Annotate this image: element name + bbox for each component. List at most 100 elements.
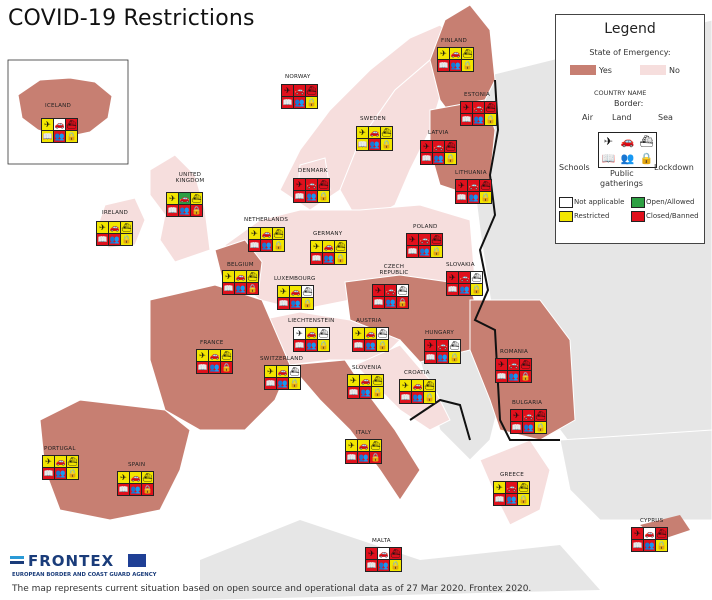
lock-icon: 🔒 bbox=[302, 298, 313, 309]
lock-icon: 🔒 bbox=[318, 191, 329, 202]
plane-icon: ✈ bbox=[357, 127, 368, 138]
lock-icon: 🔒 bbox=[449, 352, 460, 363]
status-box-bulgaria: ✈ 🚗 ⛴ 📖 👥 🔒 bbox=[510, 409, 547, 434]
school-icon: 📖 bbox=[373, 297, 384, 308]
gathering-icon: 👥 bbox=[468, 192, 479, 203]
status-box-slovakia: ✈ 🚗 ⛴ 📖 👥 🔒 bbox=[446, 271, 483, 296]
car-icon: 🚗 bbox=[306, 328, 317, 339]
status-box-latvia: ✈ 🚗 ⛴ 📖 👥 🔒 bbox=[420, 140, 457, 165]
school-icon: 📖 bbox=[43, 468, 54, 479]
ship-icon: ⛴ bbox=[480, 180, 491, 191]
status-box-austria: ✈ 🚗 ⛴ 📖 👥 🔒 bbox=[352, 327, 389, 352]
plane-icon: ✈ bbox=[632, 528, 643, 539]
gathering-icon: 👥 bbox=[644, 540, 655, 551]
status-box-finland: ✈ 🚗 ⛴ 📖 👥 🔒 bbox=[437, 47, 474, 72]
gathering-icon: 👥 bbox=[235, 283, 246, 294]
lock-icon: 🔒 bbox=[306, 97, 317, 108]
plane-icon: ✈ bbox=[43, 456, 54, 467]
school-icon: 📖 bbox=[511, 422, 522, 433]
lock-icon: 🔒 bbox=[377, 340, 388, 351]
status-box-netherlands: ✈ 🚗 ⛴ 📖 👥 🔒 bbox=[248, 227, 285, 252]
lock-icon: 🔒 bbox=[370, 452, 381, 463]
gathering-icon: 👥 bbox=[360, 387, 371, 398]
car-icon: 🚗 bbox=[618, 133, 637, 150]
ship-icon: ⛴ bbox=[445, 141, 456, 152]
lock-icon: 🔒 bbox=[142, 484, 153, 495]
ship-icon: ⛴ bbox=[66, 119, 77, 130]
car-icon: 🚗 bbox=[54, 119, 65, 130]
ship-icon: ⛴ bbox=[390, 548, 401, 559]
car-icon: 🚗 bbox=[412, 380, 423, 391]
gathering-icon: 👥 bbox=[130, 484, 141, 495]
lock-icon: 🔒 bbox=[335, 253, 346, 264]
legend-sea: Sea bbox=[658, 113, 673, 122]
plane-icon: ✈ bbox=[118, 472, 129, 483]
car-icon: 🚗 bbox=[306, 179, 317, 190]
gathering-icon: 👥 bbox=[508, 371, 519, 382]
legend-closed-label: Closed/Banned bbox=[646, 212, 699, 220]
land-turkey bbox=[559, 429, 712, 521]
country-label-austria: AUSTRIA bbox=[356, 318, 382, 324]
status-box-portugal: ✈ 🚗 ⛴ 📖 👥 🔒 bbox=[42, 455, 79, 480]
lock-icon: 🔒 bbox=[471, 284, 482, 295]
status-box-malta: ✈ 🚗 ⛴ 📖 👥 🔒 bbox=[365, 547, 402, 572]
country-label-lithuania: LITHUANIA bbox=[455, 170, 487, 176]
car-icon: 🚗 bbox=[508, 359, 519, 370]
lock-icon: 🔒 bbox=[247, 283, 258, 294]
lock-icon: 🔒 bbox=[318, 340, 329, 351]
status-box-greece: ✈ 🚗 ⛴ 📖 👥 🔒 bbox=[493, 481, 530, 506]
ship-icon: ⛴ bbox=[424, 380, 435, 391]
lock-icon: 🔒 bbox=[431, 246, 442, 257]
lock-icon: 🔒 bbox=[637, 150, 656, 167]
status-box-lithuania: ✈ 🚗 ⛴ 📖 👥 🔒 bbox=[455, 179, 492, 204]
country-label-iceland: ICELAND bbox=[45, 103, 72, 109]
car-icon: 🚗 bbox=[277, 366, 288, 377]
gathering-icon: 👥 bbox=[369, 139, 380, 150]
school-icon: 📖 bbox=[282, 97, 293, 108]
frontex-subtitle: EUROPEAN BORDER AND COAST GUARD AGENCY bbox=[12, 572, 157, 578]
plane-icon: ✈ bbox=[167, 193, 178, 204]
ship-icon: ⛴ bbox=[370, 440, 381, 451]
car-icon: 🚗 bbox=[323, 241, 334, 252]
car-icon: 🚗 bbox=[523, 410, 534, 421]
gathering-icon: 👥 bbox=[473, 114, 484, 125]
legend-yes-swatch bbox=[570, 65, 596, 75]
country-label-belgium: BELGIUM bbox=[227, 262, 254, 268]
plane-icon: ✈ bbox=[278, 286, 289, 297]
legend-lockdown: Lockdown bbox=[654, 163, 694, 172]
lock-icon: 🔒 bbox=[390, 560, 401, 571]
gathering-icon: 👥 bbox=[294, 97, 305, 108]
gathering-icon: 👥 bbox=[433, 153, 444, 164]
external-border-east bbox=[473, 79, 560, 441]
country-label-poland: POLAND bbox=[413, 224, 438, 230]
legend-title: Legend bbox=[604, 21, 656, 37]
status-box-croatia: ✈ 🚗 ⛴ 📖 👥 🔒 bbox=[399, 379, 436, 404]
status-box-sweden: ✈ 🚗 ⛴ 📖 👥 🔒 bbox=[356, 126, 393, 151]
plane-icon: ✈ bbox=[97, 222, 108, 233]
school-icon: 📖 bbox=[346, 452, 357, 463]
lock-icon: 🔒 bbox=[67, 468, 78, 479]
country-label-sweden: SWEDEN bbox=[360, 116, 386, 122]
country-label-luxembourg: LUXEMBOURG bbox=[274, 276, 316, 282]
ship-icon: ⛴ bbox=[377, 328, 388, 339]
school-icon: 📖 bbox=[357, 139, 368, 150]
country-label-france: FRANCE bbox=[200, 340, 224, 346]
plane-icon: ✈ bbox=[366, 548, 377, 559]
gathering-icon: 👥 bbox=[290, 298, 301, 309]
school-icon: 📖 bbox=[167, 205, 178, 216]
country-label-spain: SPAIN bbox=[128, 462, 146, 468]
car-icon: 🚗 bbox=[290, 286, 301, 297]
car-icon: 🚗 bbox=[433, 141, 444, 152]
car-icon: 🚗 bbox=[369, 127, 380, 138]
car-icon: 🚗 bbox=[450, 48, 461, 59]
school-icon: 📖 bbox=[447, 284, 458, 295]
plane-icon: ✈ bbox=[373, 285, 384, 296]
ship-icon: ⛴ bbox=[462, 48, 473, 59]
gathering-icon: 👥 bbox=[54, 131, 65, 142]
ship-icon: ⛴ bbox=[335, 241, 346, 252]
status-box-belgium: ✈ 🚗 ⛴ 📖 👥 🔒 bbox=[222, 270, 259, 295]
status-box-spain: ✈ 🚗 ⛴ 📖 👥 🔒 bbox=[117, 471, 154, 496]
country-label-romania: ROMANIA bbox=[500, 349, 529, 355]
status-box-poland: ✈ 🚗 ⛴ 📖 👥 🔒 bbox=[406, 233, 443, 258]
ship-icon: ⛴ bbox=[273, 228, 284, 239]
